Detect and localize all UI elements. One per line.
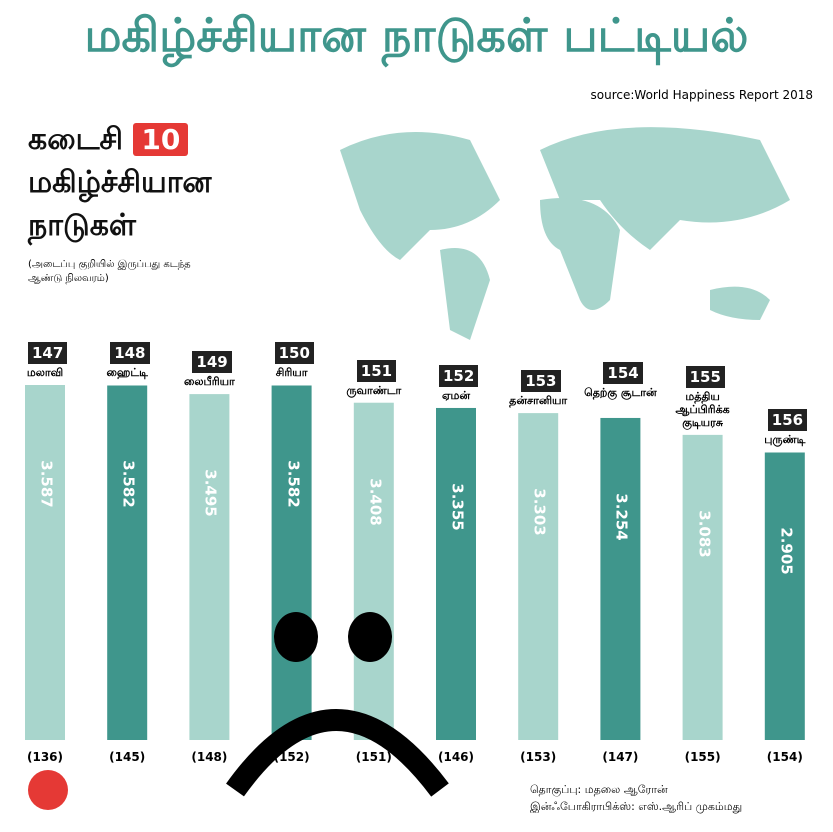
value-label: 2.905 bbox=[777, 527, 796, 576]
rank-badge: 153 bbox=[521, 370, 561, 393]
country-name: மத்திய ஆப்பிரிக்க குடியரசு bbox=[675, 389, 730, 429]
rank-badge: 156 bbox=[767, 409, 808, 432]
country-name: தெற்கு சூடான் bbox=[584, 385, 657, 399]
heading-word: கடைசி bbox=[28, 122, 123, 157]
sad-eye bbox=[348, 612, 392, 662]
sad-mouth bbox=[226, 709, 449, 797]
previous-rank: (153) bbox=[520, 750, 557, 764]
title: மகிழ்ச்சியான நாடுகள் பட்டியல் bbox=[84, 8, 749, 62]
previous-rank: (154) bbox=[766, 750, 803, 764]
value-label: 3.408 bbox=[366, 477, 385, 526]
sad-eye bbox=[274, 612, 318, 662]
rank-badge: 147 bbox=[28, 342, 68, 364]
bar bbox=[764, 452, 805, 740]
previous-rank: (146) bbox=[437, 750, 475, 764]
value-label: 3.582 bbox=[119, 460, 138, 509]
credit: தொகுப்பு: மதலை ஆரோன் bbox=[530, 783, 668, 796]
country-name: ருவாண்டா bbox=[346, 383, 402, 397]
country-name: தன்சானியா bbox=[509, 394, 568, 408]
world-map bbox=[340, 127, 790, 340]
rank-badge: 154 bbox=[603, 361, 643, 384]
value-label: 3.254 bbox=[613, 493, 632, 541]
bar bbox=[189, 394, 230, 740]
bar bbox=[107, 385, 148, 740]
country-name: புருண்டி bbox=[764, 433, 806, 447]
value-label: 3.083 bbox=[695, 510, 714, 558]
previous-rank: (151) bbox=[355, 750, 392, 764]
country-name: சிரியா bbox=[275, 366, 308, 380]
rank-badge: 150 bbox=[274, 342, 314, 365]
previous-rank: (152) bbox=[273, 750, 310, 764]
bar bbox=[682, 434, 723, 740]
previous-rank: (136) bbox=[26, 750, 64, 764]
value-label: 3.587 bbox=[37, 460, 56, 508]
bar bbox=[518, 413, 559, 740]
bar bbox=[353, 402, 394, 740]
value-label: 3.355 bbox=[448, 483, 467, 531]
rank-badge: 148 bbox=[110, 342, 150, 365]
country-name: மலாவி bbox=[26, 366, 64, 379]
rank-badge: 152 bbox=[439, 364, 479, 387]
rank-badge: 151 bbox=[356, 359, 397, 382]
bar bbox=[436, 407, 476, 740]
previous-rank: (148) bbox=[191, 750, 228, 764]
logo bbox=[28, 770, 68, 810]
rank-badge: 149 bbox=[192, 351, 232, 374]
heading-word: நாடுகள் bbox=[28, 208, 136, 243]
heading-word: மகிழ்ச்சியான bbox=[28, 165, 212, 200]
bar bbox=[271, 385, 312, 740]
heading: கடைசி 10 bbox=[28, 122, 189, 161]
heading-number: 10 bbox=[133, 123, 189, 156]
source: source:World Happiness Report 2018 bbox=[590, 88, 813, 102]
bar bbox=[25, 385, 65, 740]
country-name: ஹைட்டி bbox=[106, 366, 148, 380]
credit: இன்ஃபோகிராபிக்ஸ்: எஸ்.ஆரிப் முகம்மது bbox=[530, 800, 743, 813]
rank-badge: 155 bbox=[685, 365, 725, 388]
note: (அடைப்பு குறியில் இருப்பது கடந்த ஆண்டு ந… bbox=[28, 259, 191, 284]
value-label: 3.582 bbox=[284, 460, 303, 509]
previous-rank: (155) bbox=[684, 750, 721, 764]
previous-rank: (145) bbox=[109, 750, 146, 764]
country-name: ஏமன் bbox=[441, 388, 471, 402]
country-name: லைபீரியா bbox=[183, 375, 235, 389]
value-label: 3.303 bbox=[530, 488, 549, 536]
previous-rank: (147) bbox=[602, 750, 639, 764]
bar bbox=[600, 417, 641, 740]
value-label: 3.495 bbox=[202, 469, 221, 517]
